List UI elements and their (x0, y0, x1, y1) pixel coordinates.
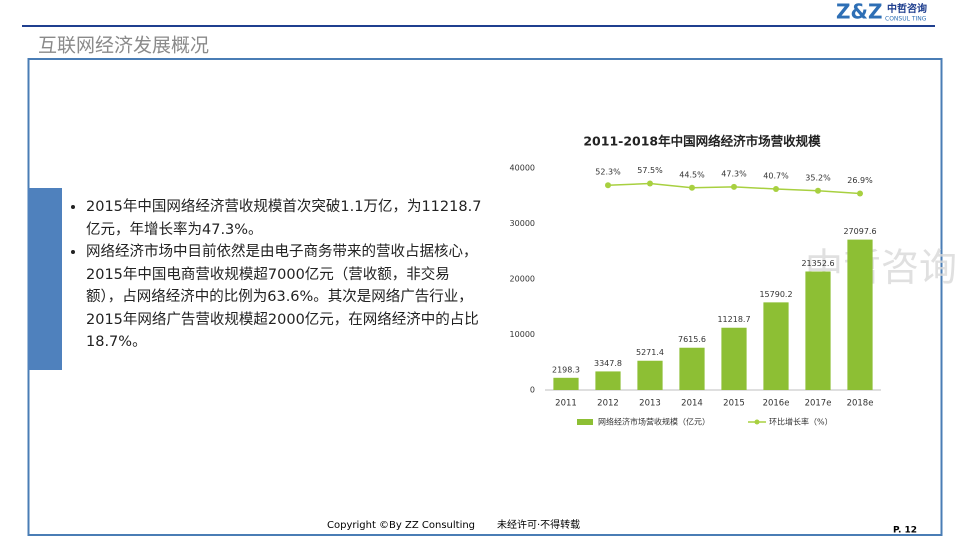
bar (595, 371, 621, 390)
x-tick-label: 2015 (723, 399, 745, 409)
x-tick-label: 2012 (597, 399, 619, 409)
bullet-list: 2015年中国网络经济营收规模首次突破1.1万亿，为11218.7亿元，年增长率… (66, 196, 486, 354)
line-point (773, 185, 779, 192)
legend-label: 网络经济市场营收规模（亿元） (598, 417, 710, 427)
bar-label: 7615.6 (678, 335, 706, 344)
bullet: 网络经济市场中目前依然是由电子商务带来的营收占据核心，2015年中国电商营收规模… (86, 241, 486, 354)
x-tick-label: 2011 (555, 399, 577, 409)
line-label: 44.5% (679, 170, 705, 179)
bar-label: 15790.2 (759, 290, 792, 299)
x-tick-label: 2013 (639, 399, 661, 409)
y-tick-label: 30000 (510, 219, 535, 228)
bar-label: 2198.3 (552, 365, 580, 374)
legend-swatch-dot (754, 419, 760, 425)
line-point (605, 182, 611, 189)
line-point (857, 190, 863, 197)
line-point (647, 180, 653, 187)
bar (553, 377, 579, 390)
x-tick-label: 2017e (805, 399, 832, 409)
bar (763, 302, 789, 390)
logo-en: CONSUL TING (885, 16, 927, 23)
bar (721, 327, 747, 390)
logo-cn: 中哲咨询 (887, 2, 927, 15)
bar-label: 11218.7 (717, 315, 750, 324)
line-label: 35.2% (805, 173, 831, 182)
notice: 未经许可·不得转载 (497, 518, 580, 531)
bar-label: 3347.8 (594, 359, 622, 368)
x-tick-label: 2014 (681, 399, 703, 409)
slide-title: 互联网经济发展概况 (38, 35, 209, 57)
bar-label: 5271.4 (636, 348, 664, 357)
line-label: 26.9% (847, 176, 873, 185)
line-point (731, 183, 737, 190)
side-bar (28, 188, 62, 370)
legend-label: 环比增长率（%） (769, 417, 833, 427)
x-tick-label: 2018e (847, 399, 874, 409)
logo: Z&Z (836, 0, 882, 24)
y-tick-label: 10000 (510, 330, 535, 339)
bar-label: 21352.6 (801, 259, 834, 268)
chart-title: 2011-2018年中国网络经济市场营收规模 (583, 134, 821, 149)
line-label: 40.7% (763, 171, 789, 180)
bar (637, 360, 663, 390)
bar-label: 27097.6 (843, 227, 876, 236)
line-label: 52.3% (595, 168, 621, 177)
line-point (815, 187, 821, 194)
y-tick-label: 20000 (510, 275, 535, 284)
page-number: P. 12 (893, 526, 917, 536)
copyright: Copyright ©By ZZ Consulting (327, 520, 475, 531)
line-point (689, 184, 695, 191)
line-label: 47.3% (721, 169, 747, 178)
legend-swatch (577, 419, 593, 425)
y-tick-label: 0 (530, 386, 535, 395)
x-tick-label: 2016e (763, 399, 790, 409)
bar (805, 271, 831, 390)
y-tick-label: 40000 (510, 164, 535, 173)
bar (847, 239, 873, 390)
line-label: 57.5% (637, 166, 663, 175)
bullet: 2015年中国网络经济营收规模首次突破1.1万亿，为11218.7亿元，年增长率… (86, 196, 486, 241)
bar (679, 347, 705, 390)
